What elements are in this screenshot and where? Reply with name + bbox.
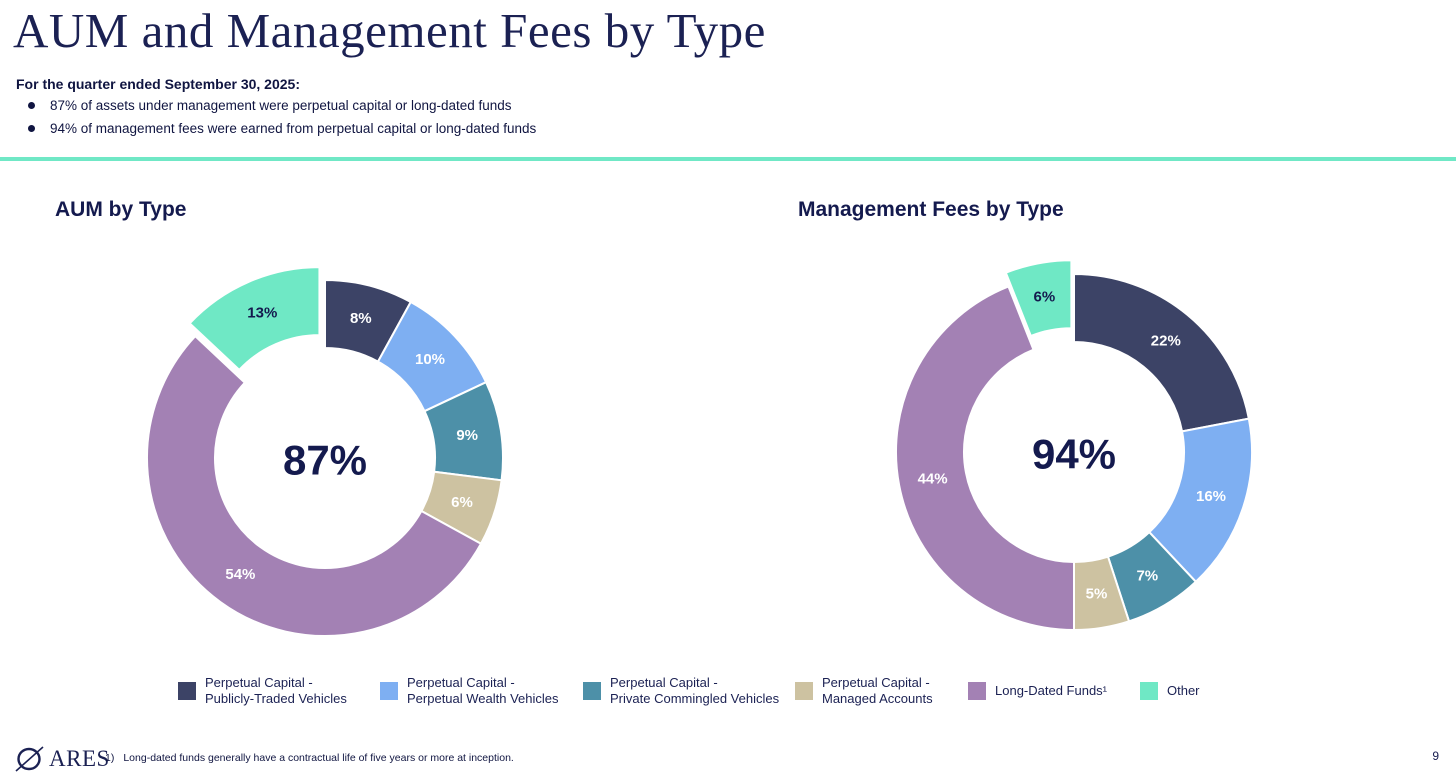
divider-line [0,157,1456,161]
footnote-text: Long-dated funds generally have a contra… [123,752,514,764]
legend-label: Other [1167,683,1200,699]
donut-center-label: 87% [283,437,367,484]
slice-label: 8% [350,310,372,327]
donut-segment [146,334,483,637]
slice-label: 22% [1151,333,1181,350]
legend-item: Perpetual Capital - Perpetual Wealth Vehi… [380,668,559,714]
bullet-item: 94% of management fees were earned from … [0,121,536,136]
page-number: 9 [1432,749,1439,763]
slice-label: 13% [247,305,277,322]
ares-logo-icon [15,746,44,772]
company-logo: ARES [14,743,110,774]
page-title: AUM and Management Fees by Type [13,3,766,58]
slice-label: 6% [1034,288,1056,305]
chart-legend: Perpetual Capital - Publicly-Traded Vehic… [0,668,1456,714]
ares-logo-text: ARES [49,745,110,771]
legend-swatch [968,682,986,700]
fees-chart-title: Management Fees by Type [798,198,1064,221]
legend-item: Other [1140,668,1200,714]
donut-segment [188,266,321,372]
bullet-item: 87% of assets under management were perp… [0,98,536,113]
legend-label: Long-Dated Funds¹ [995,683,1108,699]
footnote: 1) Long-dated funds generally have a cont… [105,752,514,764]
slice-label: 7% [1136,567,1158,584]
slice-label: 54% [225,566,255,583]
legend-item: Perpetual Capital - Private Commingled Ve… [583,668,779,714]
legend-swatch [1140,682,1158,700]
bullet-list: 87% of assets under management were perp… [0,98,536,144]
legend-swatch [583,682,601,700]
legend-swatch [178,682,196,700]
legend-item: Long-Dated Funds¹ [968,668,1107,714]
donut-segment [1004,259,1073,338]
aum-donut-chart: 8% 10% 9% 6% 54% 13% 87% [146,266,504,637]
slice-label: 6% [451,494,473,511]
donut-segment [895,285,1075,632]
legend-label: Perpetual Capital - Perpetual Wealth Vehi… [407,675,559,706]
aum-chart-title: AUM by Type [55,198,187,221]
fees-donut-chart: 22% 16% 7% 5% 44% 6% 94% [895,259,1253,632]
intro-line: For the quarter ended September 30, 2025… [16,76,300,92]
slice-label: 10% [415,351,445,368]
slice-label: 16% [1196,488,1226,505]
legend-swatch [795,682,813,700]
legend-label: Perpetual Capital - Managed Accounts [822,675,933,706]
slice-label: 44% [918,471,948,488]
slice-label: 9% [456,427,478,444]
legend-item: Perpetual Capital - Publicly-Traded Vehic… [178,668,347,714]
slice-label: 5% [1086,586,1108,603]
legend-item: Perpetual Capital - Managed Accounts [795,668,933,714]
footnote-number: 1) [105,752,115,764]
donut-center-label: 94% [1032,431,1116,478]
legend-label: Perpetual Capital - Private Commingled Ve… [610,675,780,706]
legend-swatch [380,682,398,700]
legend-label: Perpetual Capital - Publicly-Traded Vehic… [205,675,347,706]
donut-segment [1073,272,1251,433]
